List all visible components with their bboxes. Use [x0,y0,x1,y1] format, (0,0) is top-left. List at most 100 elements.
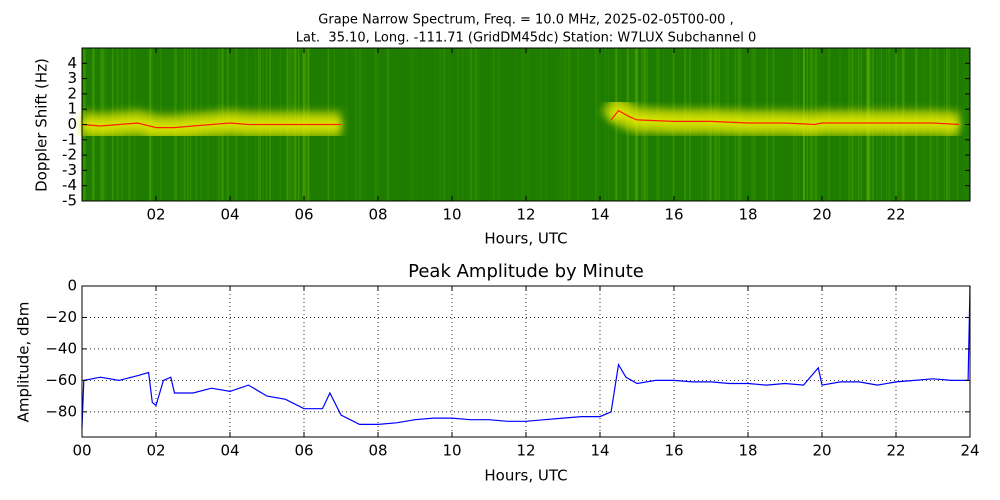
x-tick-label: 04 [220,442,239,460]
spectrogram-stripe [526,48,529,201]
spectrogram-stripe [557,48,559,201]
spectrogram-stripe [474,48,477,201]
spectrogram-stripe [567,48,569,201]
spectrogram-stripe [478,48,480,201]
amplitude-line [81,285,971,428]
spectrogram-stripe [466,48,467,201]
spectrogram-stripe [584,48,586,201]
spectrogram-stripe [415,48,417,201]
spectrogram-stripe [605,48,607,201]
x-tick-label: 14 [590,206,609,224]
spectrogram-stripe [608,48,610,201]
y-tick-label: -5 [62,192,77,210]
y-tick-label: 4 [67,54,77,72]
spectrogram-stripe [353,48,356,201]
spectrogram-stripe [439,48,442,201]
x-tick-label: 08 [368,206,387,224]
spectrogram-stripe [594,48,598,201]
x-tick-label: 22 [886,206,905,224]
spectrogram-stripe [564,48,566,201]
spectrogram-stripe [377,48,378,201]
x-tick-label: 06 [294,206,313,224]
spectrogram-stripe [589,48,590,201]
x-tick-label: 20 [812,442,831,460]
x-tick-label: 10 [442,442,461,460]
x-tick-label: 22 [886,442,905,460]
spectrogram-stripe [539,48,540,201]
spectrogram-stripe [581,48,583,201]
x-tick-label: 18 [738,442,757,460]
spectrogram-stripe [523,48,526,201]
y-tick-label: 0 [67,115,77,133]
spectrogram-stripe [540,48,542,201]
spectrogram-stripe [578,48,580,201]
spectrogram-stripe [435,48,437,201]
spectrogram-stripe [475,48,477,201]
x-tick-label: 20 [812,206,831,224]
y-tick-label: 1 [67,100,77,118]
x-tick-label: 12 [516,442,535,460]
spectrogram-stripe [559,48,562,201]
spectrogram-stripe [390,48,391,201]
spectrogram-stripe [440,48,441,201]
y-tick-label: −20 [45,308,77,326]
spectrogram-stripe [449,48,450,201]
y-tick-label: −40 [45,339,77,357]
spectrogram-stripe [469,48,473,201]
spectrogram-stripe [471,48,473,201]
spectrogram-stripe [364,48,365,201]
spectrogram-stripe [613,48,614,201]
spectrogram-stripe [443,48,446,201]
x-tick-label: 10 [442,206,461,224]
spectrogram-stripe [405,48,407,201]
spectrogram-stripe [422,48,425,201]
spectrogram-stripe [535,48,538,201]
spectrogram-stripe [534,48,535,201]
spectrogram-stripe [496,48,497,201]
y-tick-label: −60 [45,371,77,389]
spectrogram-stripe [377,48,379,201]
y-tick-label: −80 [45,402,77,420]
y-tick-label: 3 [67,69,77,87]
spectrogram-stripe [468,48,470,201]
spectrogram-stripe [345,48,348,201]
y-tick-label: 0 [67,277,77,295]
x-tick-label: 02 [146,442,165,460]
spectrogram-stripe [563,48,566,201]
x-tick-label: 08 [368,442,387,460]
y-tick-label: -1 [62,130,77,148]
x-tick-label: 16 [664,442,683,460]
spectrogram-stripe [410,48,412,201]
y-tick-label: -2 [62,146,77,164]
x-tick-label: 16 [664,206,683,224]
spectrogram-stripe [568,48,571,201]
x-tick-label: 12 [516,206,535,224]
x-tick-label: 02 [146,206,165,224]
y-tick-label: -4 [62,176,77,194]
y-axis-label: Doppler Shift (Hz) [33,58,51,192]
chart-title: Grape Narrow Spectrum, Freq. = 10.0 MHz,… [318,13,733,28]
spectrogram-stripe [516,48,517,201]
spectrogram-stripe [475,48,478,201]
spectrogram-stripe [565,48,568,201]
y-axis-label: Amplitude, dBm [15,302,33,423]
spectrogram-stripe [545,48,547,201]
spectrogram-stripe [387,48,390,201]
peak-line [81,109,959,129]
spectrogram-stripe [447,48,449,201]
x-tick-label: 18 [738,206,757,224]
chart-subtitle: Lat. 35.10, Long. -111.71 (GridDM45dc) S… [296,31,757,46]
x-tick-label: 06 [294,442,313,460]
spectrogram-stripe [386,48,389,201]
y-tick-label: -3 [62,161,77,179]
x-axis-label: Hours, UTC [484,467,567,485]
x-tick-label: 00 [72,442,91,460]
spectrogram-stripe [576,48,579,201]
spectrogram-stripe [462,48,464,201]
chart-title: Peak Amplitude by Minute [408,261,644,282]
x-axis-label: Hours, UTC [484,230,567,248]
spectrogram-stripe [597,48,600,201]
spectrogram-stripe [457,48,460,201]
spectrogram-stripe [410,48,412,201]
